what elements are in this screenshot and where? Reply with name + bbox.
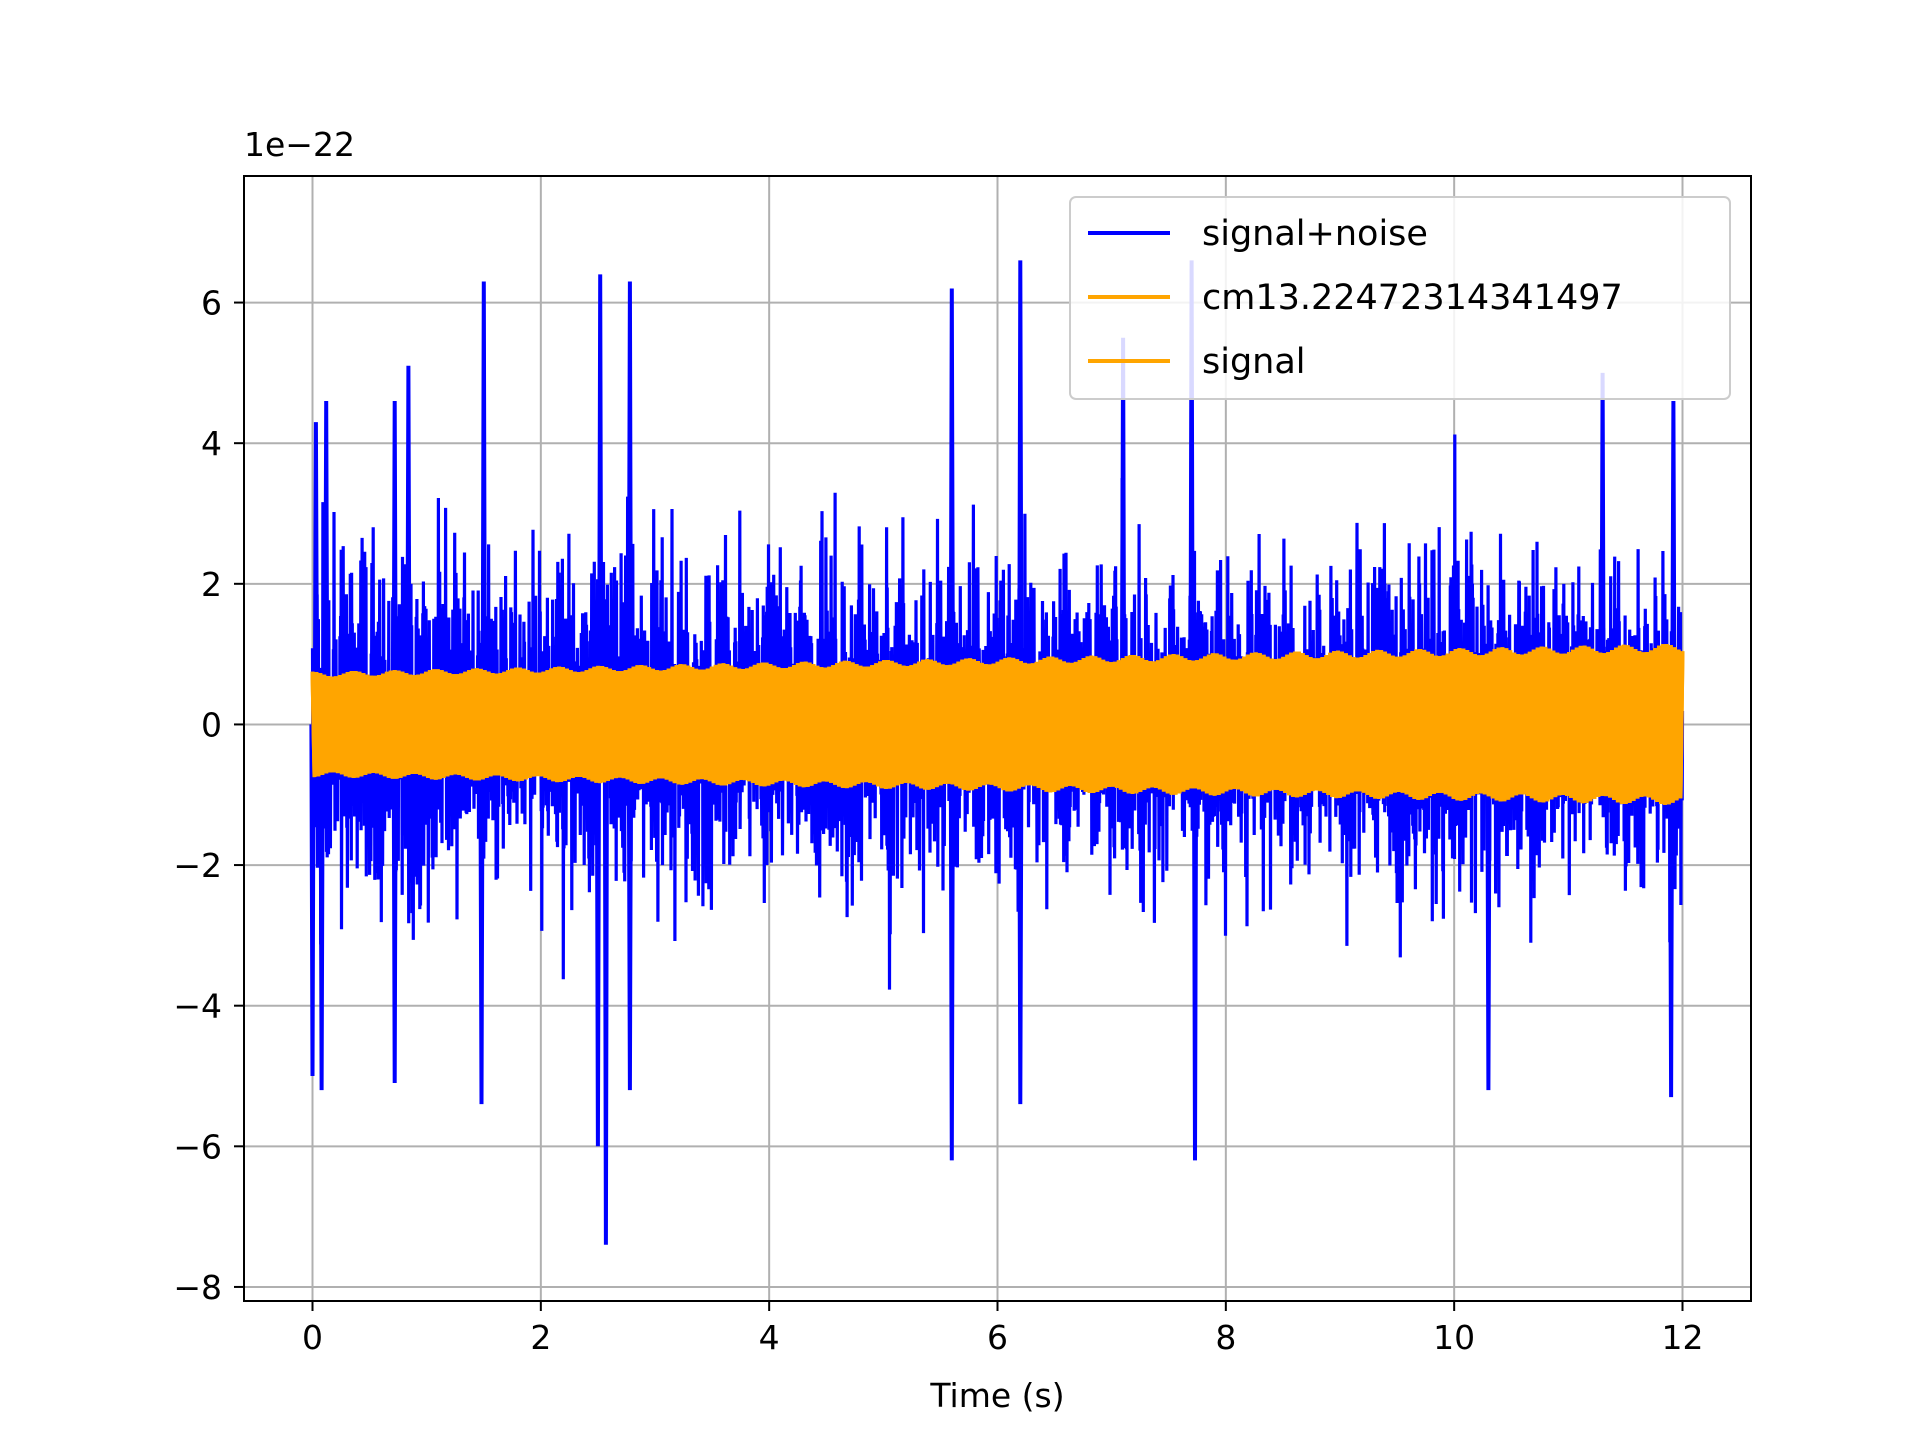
legend: signal+noise cm13.22472314341497 signal xyxy=(1069,196,1731,400)
y-offset-label: 1e−22 xyxy=(244,125,355,164)
x-tick-label: 2 xyxy=(530,1318,551,1357)
x-tick-label: 6 xyxy=(987,1318,1008,1357)
x-tick-label: 8 xyxy=(1215,1318,1236,1357)
legend-label: cm13.22472314341497 xyxy=(1202,278,1623,318)
axis-ticks: 0 2 4 6 8 10 12 −8 −6 −4 −2 0 2 4 6 xyxy=(173,284,1703,1357)
series-signal xyxy=(310,643,1685,805)
x-tick-label: 0 xyxy=(302,1318,323,1357)
y-tick-label: −6 xyxy=(173,1127,222,1166)
y-tick-label: 0 xyxy=(201,705,222,744)
x-tick-label: 12 xyxy=(1662,1318,1704,1357)
legend-box xyxy=(1069,196,1731,400)
y-tick-label: 6 xyxy=(201,284,222,323)
y-tick-label: 4 xyxy=(201,424,222,463)
y-tick-label: −2 xyxy=(173,846,222,885)
legend-label: signal xyxy=(1202,342,1306,382)
x-tick-label: 4 xyxy=(759,1318,780,1357)
legend-label: signal+noise xyxy=(1202,214,1428,254)
x-tick-label: 10 xyxy=(1433,1318,1475,1357)
y-tick-label: −8 xyxy=(173,1268,222,1307)
y-tick-label: −4 xyxy=(173,987,222,1026)
y-tick-label: 2 xyxy=(201,565,222,604)
x-axis-label: Time (s) xyxy=(929,1376,1064,1415)
